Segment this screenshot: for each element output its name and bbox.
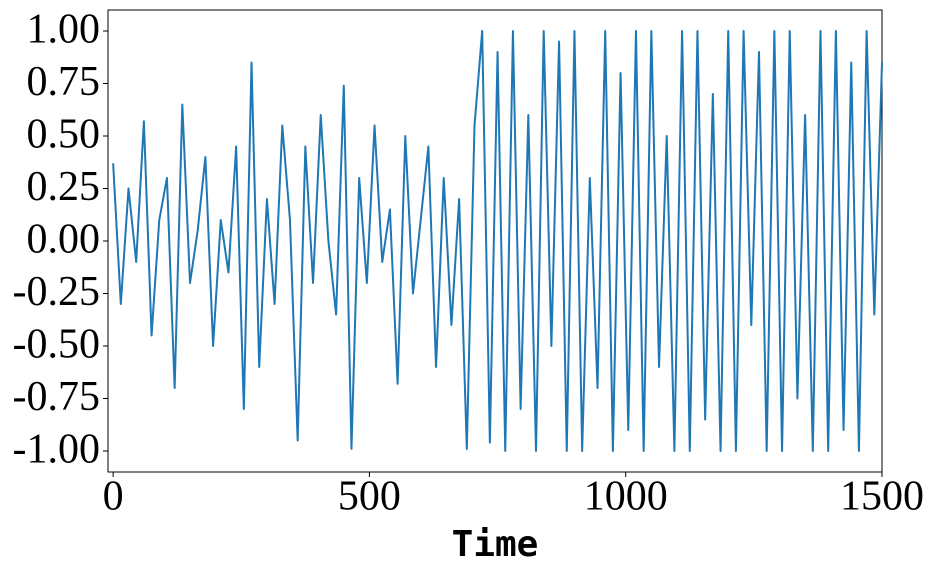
y-tick-label: -0.50 bbox=[13, 322, 101, 368]
y-tick-label: 1.00 bbox=[27, 7, 101, 53]
line-series bbox=[112, 30, 883, 452]
y-tick-label: 0.00 bbox=[27, 217, 101, 263]
x-tick-label: 500 bbox=[338, 474, 401, 520]
y-tick-label: 0.50 bbox=[27, 112, 101, 158]
y-tick-label: 0.25 bbox=[27, 164, 101, 210]
x-tick-label: 1000 bbox=[584, 474, 668, 520]
x-tick-label: 0 bbox=[103, 474, 124, 520]
y-tick-label: 0.75 bbox=[27, 59, 101, 105]
y-tick-label: -0.25 bbox=[13, 269, 101, 315]
x-tick-label: 1500 bbox=[840, 474, 924, 520]
x-axis-label: Time bbox=[452, 524, 539, 565]
y-tick-label: -0.75 bbox=[13, 374, 101, 420]
y-tick-label: -1.00 bbox=[13, 427, 101, 473]
